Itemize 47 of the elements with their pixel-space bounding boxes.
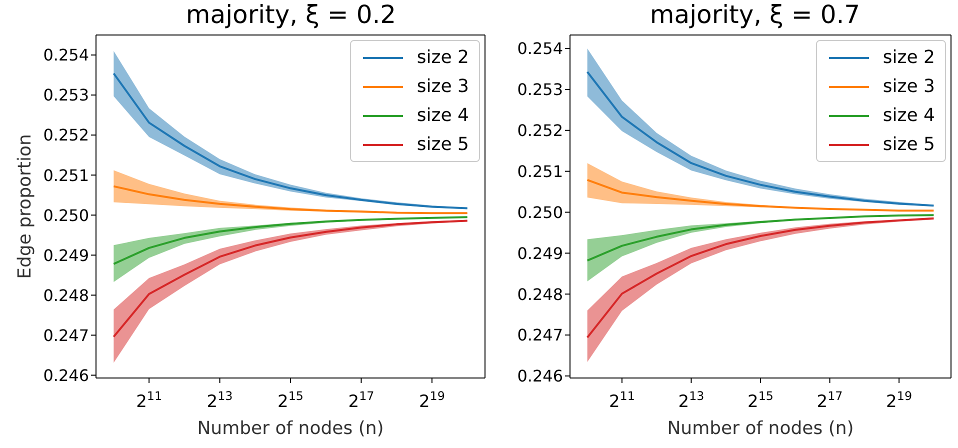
legend-label: size 5 <box>882 133 935 157</box>
line-series <box>112 216 468 265</box>
y-tick-label: 0.250 <box>517 202 563 222</box>
line-series <box>112 220 468 338</box>
y-tick-label: 0.251 <box>43 166 89 185</box>
line-series <box>586 217 935 338</box>
x-tick-label: 2$^{19}$ <box>418 389 445 412</box>
y-tick-label: 0.251 <box>517 162 563 181</box>
y-tick-label: 0.250 <box>43 206 89 225</box>
legend-label: size 4 <box>416 104 469 128</box>
y-tick-label: 0.252 <box>43 126 89 145</box>
y-tick-label: 0.249 <box>43 246 89 265</box>
y-tick-label: 0.252 <box>517 121 563 140</box>
y-tick-label: 0.246 <box>43 366 89 385</box>
legend-label: size 3 <box>882 75 935 99</box>
x-tick-label: 2$^{15}$ <box>278 389 304 412</box>
legend-label: size 2 <box>882 46 935 70</box>
legend-label: size 4 <box>882 104 935 128</box>
legend-label: size 3 <box>416 75 469 99</box>
chart-title: majority, ξ = 0.7 <box>648 0 862 30</box>
chart-title: majority, ξ = 0.2 <box>184 0 398 30</box>
y-axis-title: Edge proportion <box>14 134 36 279</box>
legend-label: size 2 <box>416 46 469 70</box>
y-tick-label: 0.249 <box>517 244 563 263</box>
y-tick-label: 0.247 <box>517 326 563 345</box>
y-tick-label: 0.253 <box>517 80 563 100</box>
x-tick-label: 2$^{11}$ <box>136 389 162 412</box>
line-series <box>586 178 935 212</box>
x-tick-label: 2$^{13}$ <box>678 389 704 412</box>
y-tick-label: 0.254 <box>517 39 563 58</box>
y-tick-label: 0.253 <box>43 86 89 105</box>
line-series <box>586 214 935 262</box>
x-tick-label: 2$^{11}$ <box>608 389 635 412</box>
line-series <box>112 185 468 214</box>
x-tick-label: 2$^{15}$ <box>748 389 774 412</box>
x-tick-label: 2$^{17}$ <box>348 389 374 412</box>
y-tick-label: 0.248 <box>517 284 563 304</box>
x-tick-label: 2$^{13}$ <box>206 389 233 412</box>
x-tick-label: 2$^{17}$ <box>816 389 843 412</box>
legend-label: size 5 <box>416 133 469 157</box>
y-tick-label: 0.246 <box>517 366 563 386</box>
y-tick-label: 0.248 <box>43 286 89 305</box>
y-tick-label: 0.254 <box>43 46 89 65</box>
x-axis-title: Number of nodes (n) <box>667 418 854 439</box>
y-tick-label: 0.247 <box>43 326 89 345</box>
x-axis-title: Number of nodes (n) <box>197 418 384 439</box>
x-tick-label: 2$^{19}$ <box>886 389 912 412</box>
